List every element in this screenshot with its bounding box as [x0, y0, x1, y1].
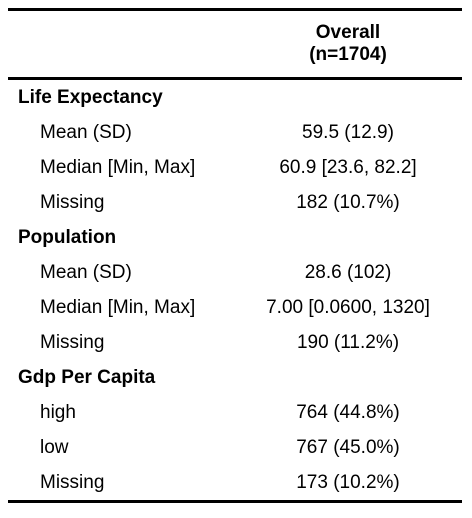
row-value: 190 (11.2%)	[296, 331, 400, 353]
group-row-life-expectancy: Life Expectancy	[8, 79, 462, 116]
stub-header	[8, 8, 234, 80]
row-label: Missing	[40, 191, 105, 213]
row-label: Missing	[40, 331, 105, 353]
row-value: 767 (45.0%)	[296, 436, 400, 458]
row-value: 182 (10.7%)	[296, 191, 400, 213]
header-row: Overall (n=1704)	[8, 8, 462, 80]
row-value: 764 (44.8%)	[296, 401, 400, 423]
row-label: high	[40, 401, 76, 423]
overall-n: (n=1704)	[309, 44, 387, 65]
group-row-gdp-per-capita: Gdp Per Capita	[8, 360, 462, 395]
row-label: Mean (SD)	[40, 261, 132, 283]
table-row: Median [Min, Max] 7.00 [0.0600, 1320]	[8, 290, 462, 325]
table-row: Missing 190 (11.2%)	[8, 325, 462, 360]
row-label: Mean (SD)	[40, 121, 132, 143]
table-row: Missing 182 (10.7%)	[8, 185, 462, 220]
group-label: Gdp Per Capita	[18, 366, 156, 388]
summary-table: Overall (n=1704) Life Expectancy Mean (S…	[8, 8, 462, 503]
table-body: Life Expectancy Mean (SD) 59.5 (12.9) Me…	[8, 79, 462, 503]
group-label: Population	[18, 226, 117, 248]
row-label: low	[40, 436, 69, 458]
row-label: Missing	[8, 465, 234, 503]
row-label: Median [Min, Max]	[40, 296, 196, 318]
table-row: Median [Min, Max] 60.9 [23.6, 82.2]	[8, 150, 462, 185]
overall-column-header: Overall (n=1704)	[234, 8, 462, 80]
table-row: Mean (SD) 59.5 (12.9)	[8, 115, 462, 150]
row-value: 28.6 (102)	[304, 261, 392, 283]
group-row-population: Population	[8, 220, 462, 255]
row-label: Median [Min, Max]	[40, 156, 196, 178]
table-row: high 764 (44.8%)	[8, 395, 462, 430]
group-label: Life Expectancy	[18, 86, 163, 108]
row-value: 59.5 (12.9)	[302, 121, 394, 143]
row-value: 60.9 [23.6, 82.2]	[279, 156, 417, 178]
overall-title: Overall	[315, 22, 381, 43]
summary-table-container: Overall (n=1704) Life Expectancy Mean (S…	[8, 8, 462, 503]
table-row: low 767 (45.0%)	[8, 430, 462, 465]
row-value: 7.00 [0.0600, 1320]	[266, 296, 430, 318]
row-value: 173 (10.2%)	[234, 465, 462, 503]
table-header: Overall (n=1704)	[8, 8, 462, 80]
table-row: Mean (SD) 28.6 (102)	[8, 255, 462, 290]
table-row: Missing 173 (10.2%)	[8, 465, 462, 503]
